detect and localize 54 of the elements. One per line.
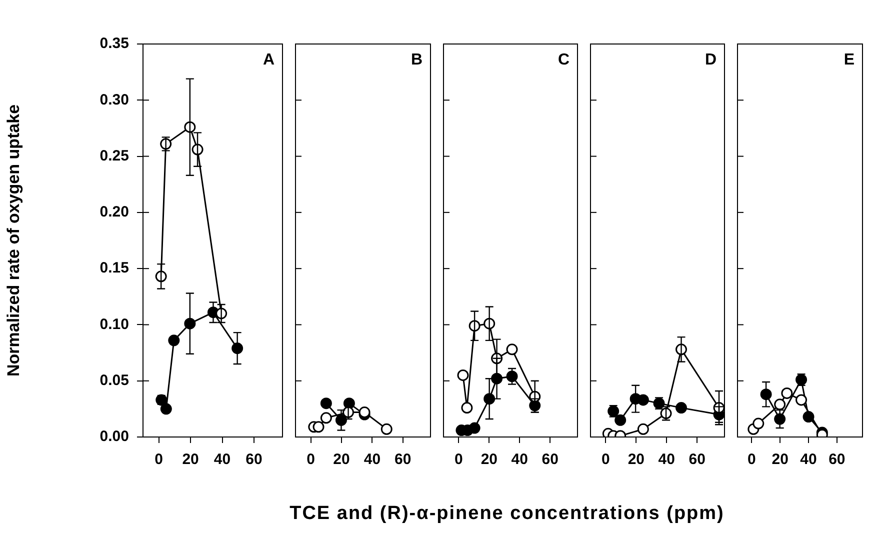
point: [457, 369, 469, 381]
point: [676, 402, 688, 414]
x-tick-label: 20: [628, 451, 645, 468]
y-tick-label: 0.20: [100, 204, 129, 221]
point: [312, 421, 324, 433]
point: [796, 394, 808, 406]
x-tick-label: 40: [658, 451, 675, 468]
point: [380, 423, 392, 435]
x-tick-label: 0: [454, 451, 463, 468]
y-tick-label: 0.10: [100, 316, 129, 333]
point: [760, 388, 772, 400]
y-tick-label: 0.00: [100, 428, 129, 446]
x-tick-label: 0: [154, 451, 164, 468]
x-tick-label: 20: [772, 451, 788, 468]
x-tick-label: 20: [182, 451, 199, 468]
x-tick-label: 40: [214, 451, 231, 468]
x-tick-label: 20: [480, 451, 498, 468]
chart-title: B: [410, 51, 422, 68]
point: [614, 414, 626, 426]
point: [506, 344, 518, 356]
x-tick-label: 40: [364, 451, 381, 468]
point: [320, 398, 332, 410]
x-tick-label: 60: [828, 451, 846, 468]
x-tick-label: 0: [748, 451, 756, 468]
chart-title: E: [844, 51, 855, 68]
x-tick-label: 0: [602, 451, 610, 468]
point: [774, 398, 786, 410]
x-tick-label: 60: [688, 451, 706, 468]
x-tick-label: 60: [394, 451, 412, 468]
point: [637, 394, 649, 406]
chart-title: C: [558, 51, 570, 68]
x-tick-label: 20: [333, 451, 350, 468]
x-tick-label: 60: [246, 451, 262, 468]
y-axis-title: Normalized rate of oxygen uptake: [4, 104, 23, 377]
x-tick-label: 40: [511, 451, 528, 468]
chart-title: A: [262, 51, 275, 68]
point: [468, 422, 480, 434]
point: [320, 412, 332, 424]
y-tick-label: 0.25: [100, 147, 129, 164]
y-tick-label: 0.15: [100, 260, 129, 277]
point: [506, 370, 518, 382]
x-axis-title: TCE and (R)-α-pinene concentrations (ppm): [288, 503, 726, 525]
x-tick-label: 0: [306, 451, 316, 468]
y-tick-label: 0.30: [100, 91, 129, 108]
x-tick-label: 40: [800, 451, 817, 468]
x-tick-label: 60: [542, 451, 558, 468]
point: [637, 423, 649, 435]
y-tick-label: 0.05: [100, 372, 129, 389]
point: [752, 418, 764, 430]
point: [461, 402, 473, 414]
y-tick-label: 0.35: [100, 35, 129, 52]
chart-title: D: [704, 51, 716, 68]
point: [781, 387, 793, 399]
point: [184, 318, 196, 330]
